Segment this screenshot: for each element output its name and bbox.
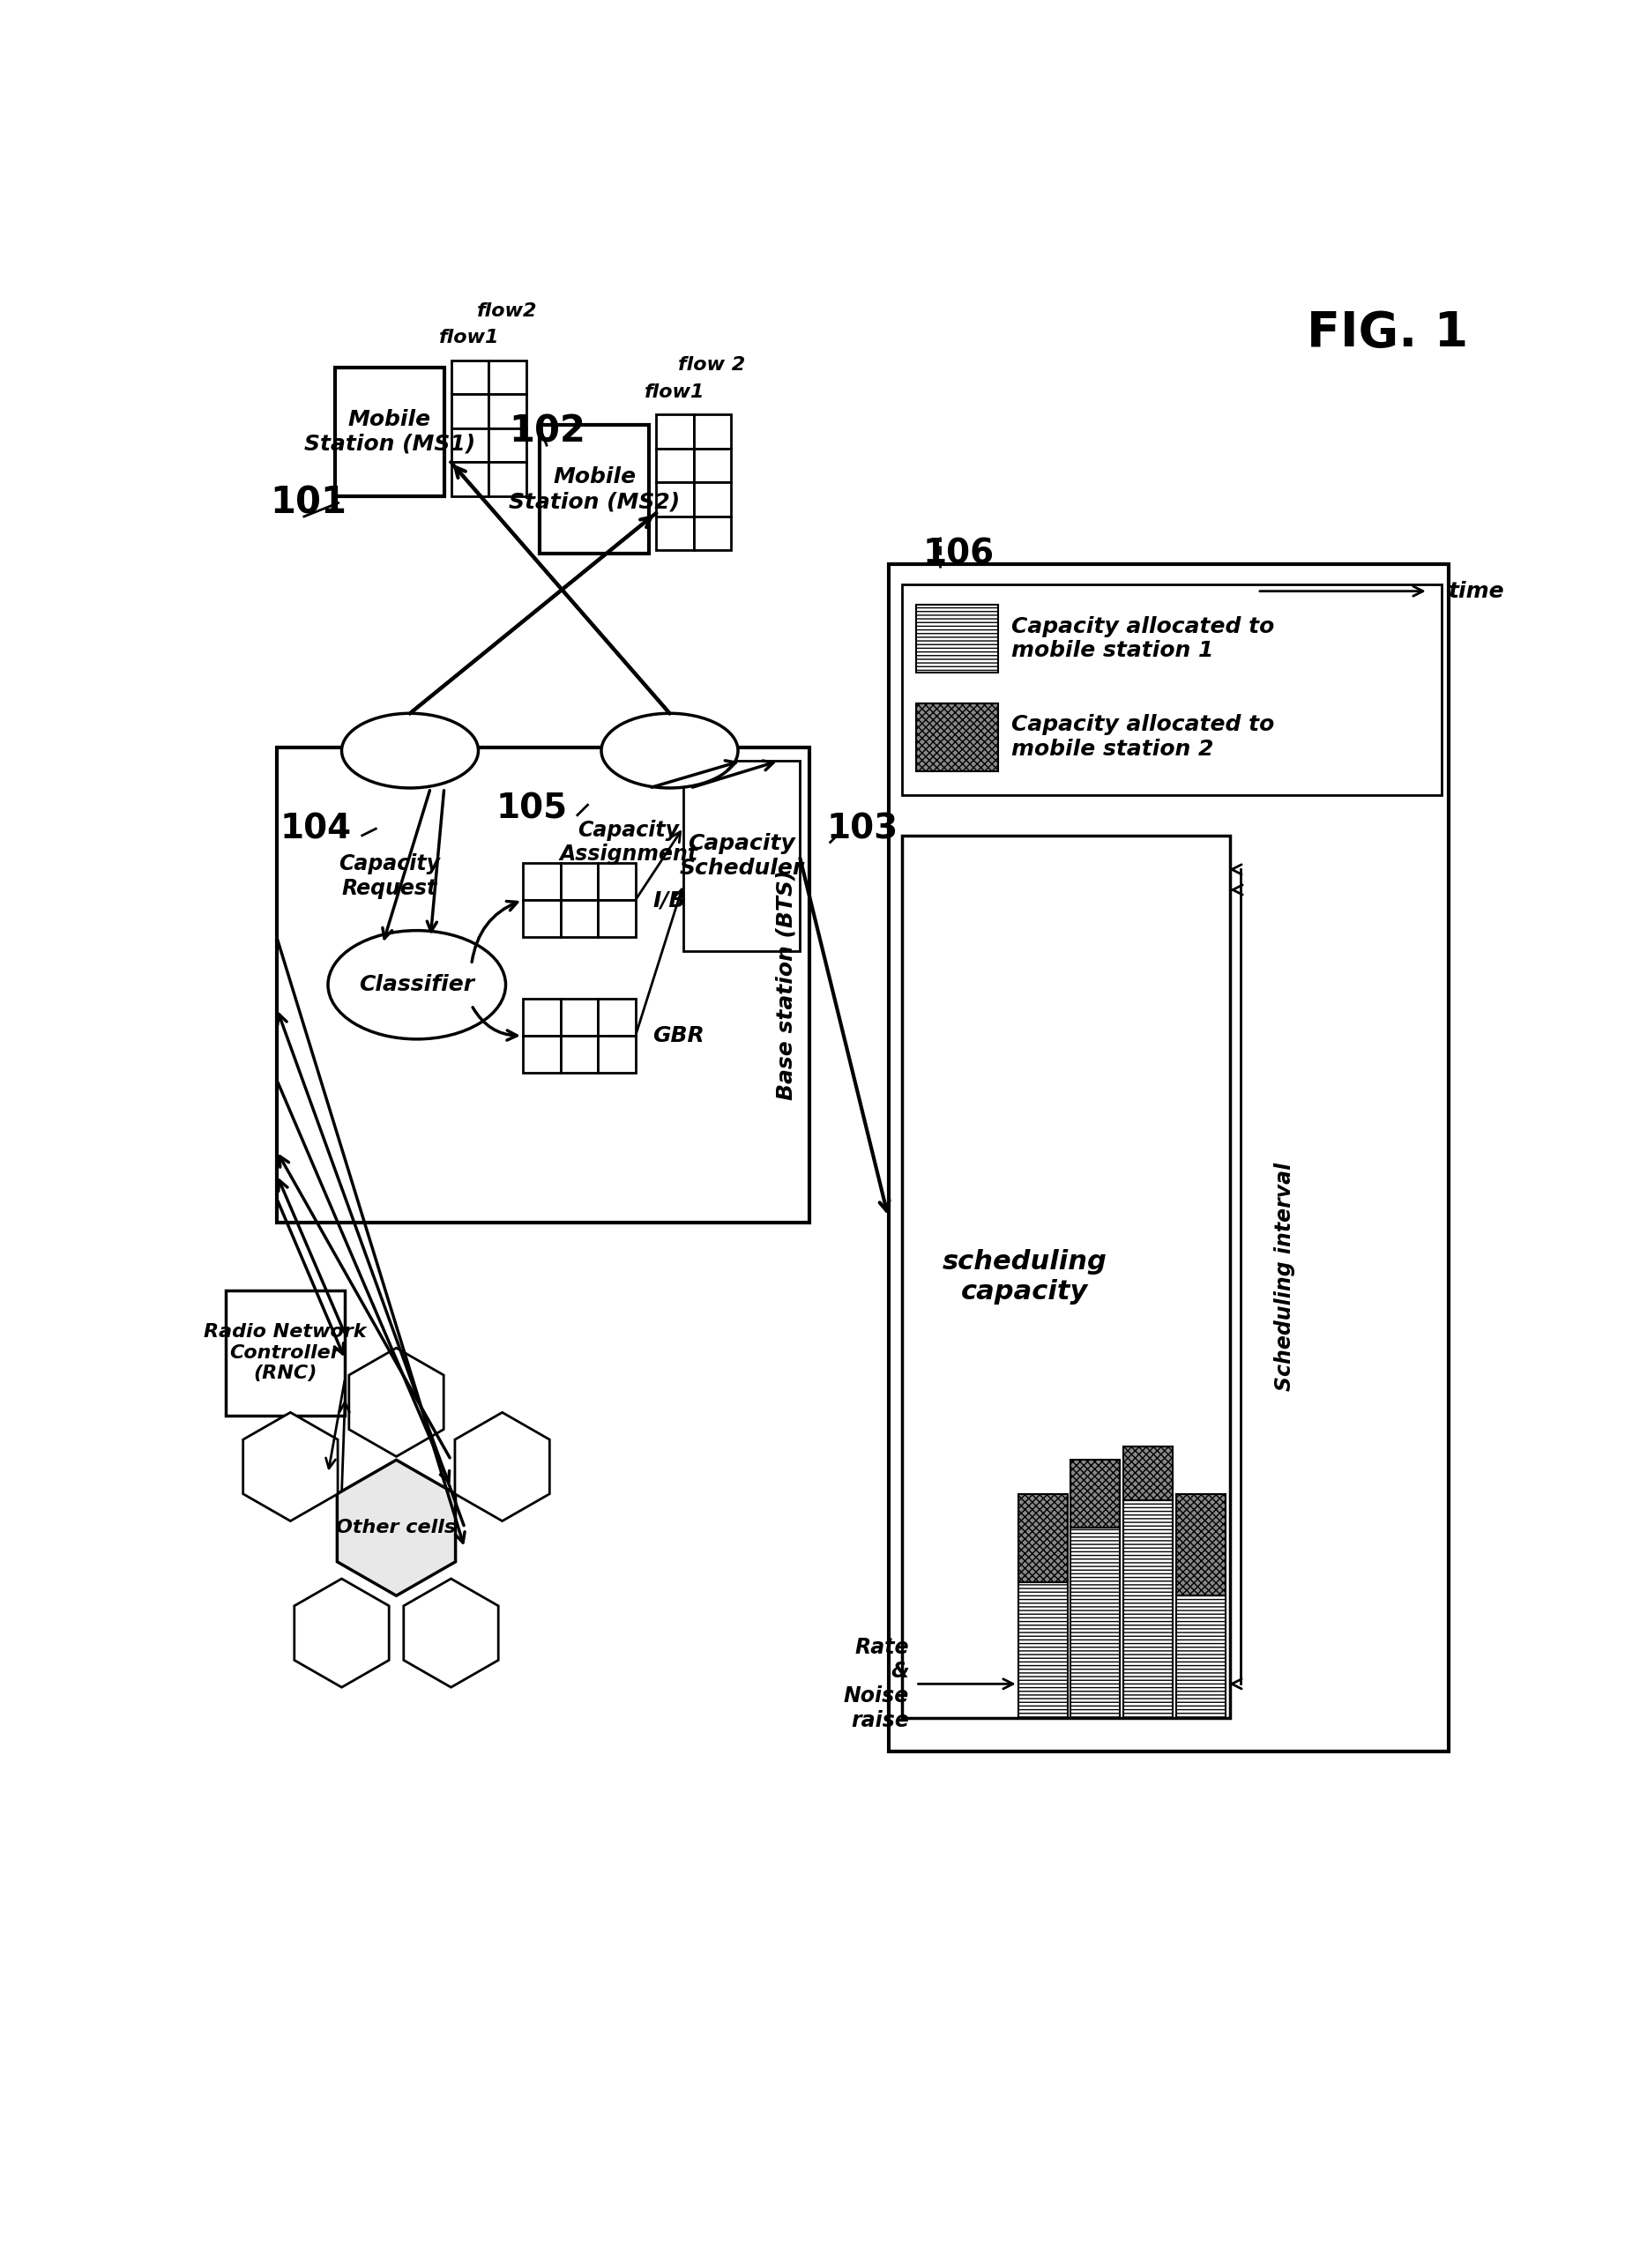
Text: flow2: flow2: [477, 302, 538, 320]
Bar: [1018, 1583, 1068, 1717]
Polygon shape: [403, 1579, 499, 1687]
Ellipse shape: [602, 714, 738, 787]
Text: Mobile
Station (MS1): Mobile Station (MS1): [303, 408, 476, 454]
Text: Capacity allocated to
mobile station 1: Capacity allocated to mobile station 1: [1012, 617, 1274, 662]
Text: Scheduling interval: Scheduling interval: [1274, 1163, 1296, 1390]
Bar: [523, 862, 561, 900]
Bar: [489, 395, 526, 429]
Text: Mobile
Station (MS2): Mobile Station (MS2): [508, 467, 681, 513]
Text: GBR: GBR: [653, 1025, 705, 1046]
Bar: [915, 606, 997, 674]
Bar: [451, 429, 489, 463]
Text: Capacity
Scheduler: Capacity Scheduler: [679, 832, 804, 878]
Bar: [599, 900, 635, 937]
Text: flow1: flow1: [440, 329, 500, 347]
Bar: [1071, 1529, 1120, 1717]
Text: Other cells: Other cells: [336, 1520, 456, 1538]
Bar: [523, 900, 561, 937]
Bar: [1176, 1597, 1225, 1717]
Text: 103: 103: [827, 812, 899, 846]
Bar: [915, 703, 997, 771]
Bar: [694, 415, 731, 449]
Text: time: time: [1448, 581, 1506, 601]
Bar: [656, 483, 694, 517]
Text: I/B: I/B: [653, 889, 686, 909]
Bar: [694, 483, 731, 517]
Text: Classifier: Classifier: [359, 975, 474, 996]
Bar: [1071, 1461, 1120, 1529]
Bar: [599, 862, 635, 900]
Bar: [656, 517, 694, 551]
Bar: [451, 463, 489, 497]
Text: Capacity
Request: Capacity Request: [339, 853, 440, 898]
Text: Capacity allocated to
mobile station 2: Capacity allocated to mobile station 2: [1012, 714, 1274, 760]
Text: 106: 106: [922, 538, 994, 572]
Polygon shape: [349, 1347, 444, 1456]
Bar: [451, 395, 489, 429]
Bar: [489, 463, 526, 497]
Bar: [561, 862, 599, 900]
Text: 105: 105: [495, 792, 567, 826]
Bar: [599, 998, 635, 1036]
Bar: [1018, 1495, 1068, 1583]
Bar: [656, 449, 694, 483]
Bar: [1176, 1495, 1225, 1597]
Text: Rate
&
Noise
raise: Rate & Noise raise: [843, 1637, 909, 1730]
Bar: [523, 1036, 561, 1073]
Text: scheduling
capacity: scheduling capacity: [943, 1250, 1107, 1304]
Bar: [523, 998, 561, 1036]
Bar: [889, 565, 1448, 1751]
Bar: [902, 835, 1230, 1717]
Ellipse shape: [328, 930, 505, 1039]
Text: Capacity
Assignment: Capacity Assignment: [559, 819, 699, 864]
Polygon shape: [294, 1579, 389, 1687]
Bar: [1123, 1501, 1173, 1717]
Bar: [561, 998, 599, 1036]
Text: 102: 102: [508, 413, 585, 449]
Ellipse shape: [341, 714, 479, 787]
Text: Base station (BTS): Base station (BTS): [776, 869, 797, 1100]
Bar: [1123, 1447, 1173, 1501]
Bar: [277, 746, 810, 1222]
Bar: [656, 415, 694, 449]
Polygon shape: [243, 1413, 338, 1522]
Text: Radio Network
Controller
(RNC): Radio Network Controller (RNC): [203, 1325, 366, 1381]
Bar: [335, 367, 444, 497]
Bar: [902, 585, 1442, 794]
Bar: [561, 1036, 599, 1073]
Bar: [489, 429, 526, 463]
Text: flow1: flow1: [645, 383, 705, 401]
Bar: [599, 1036, 635, 1073]
Bar: [684, 760, 800, 950]
Bar: [694, 449, 731, 483]
Bar: [451, 361, 489, 395]
Text: 104: 104: [280, 812, 353, 846]
Bar: [561, 900, 599, 937]
Polygon shape: [454, 1413, 549, 1522]
Text: flow 2: flow 2: [679, 356, 746, 374]
Polygon shape: [338, 1461, 456, 1597]
Bar: [694, 517, 731, 551]
Text: FIG. 1: FIG. 1: [1307, 308, 1468, 356]
Bar: [225, 1290, 344, 1415]
Bar: [540, 424, 649, 553]
Bar: [489, 361, 526, 395]
Text: 101: 101: [271, 485, 346, 522]
